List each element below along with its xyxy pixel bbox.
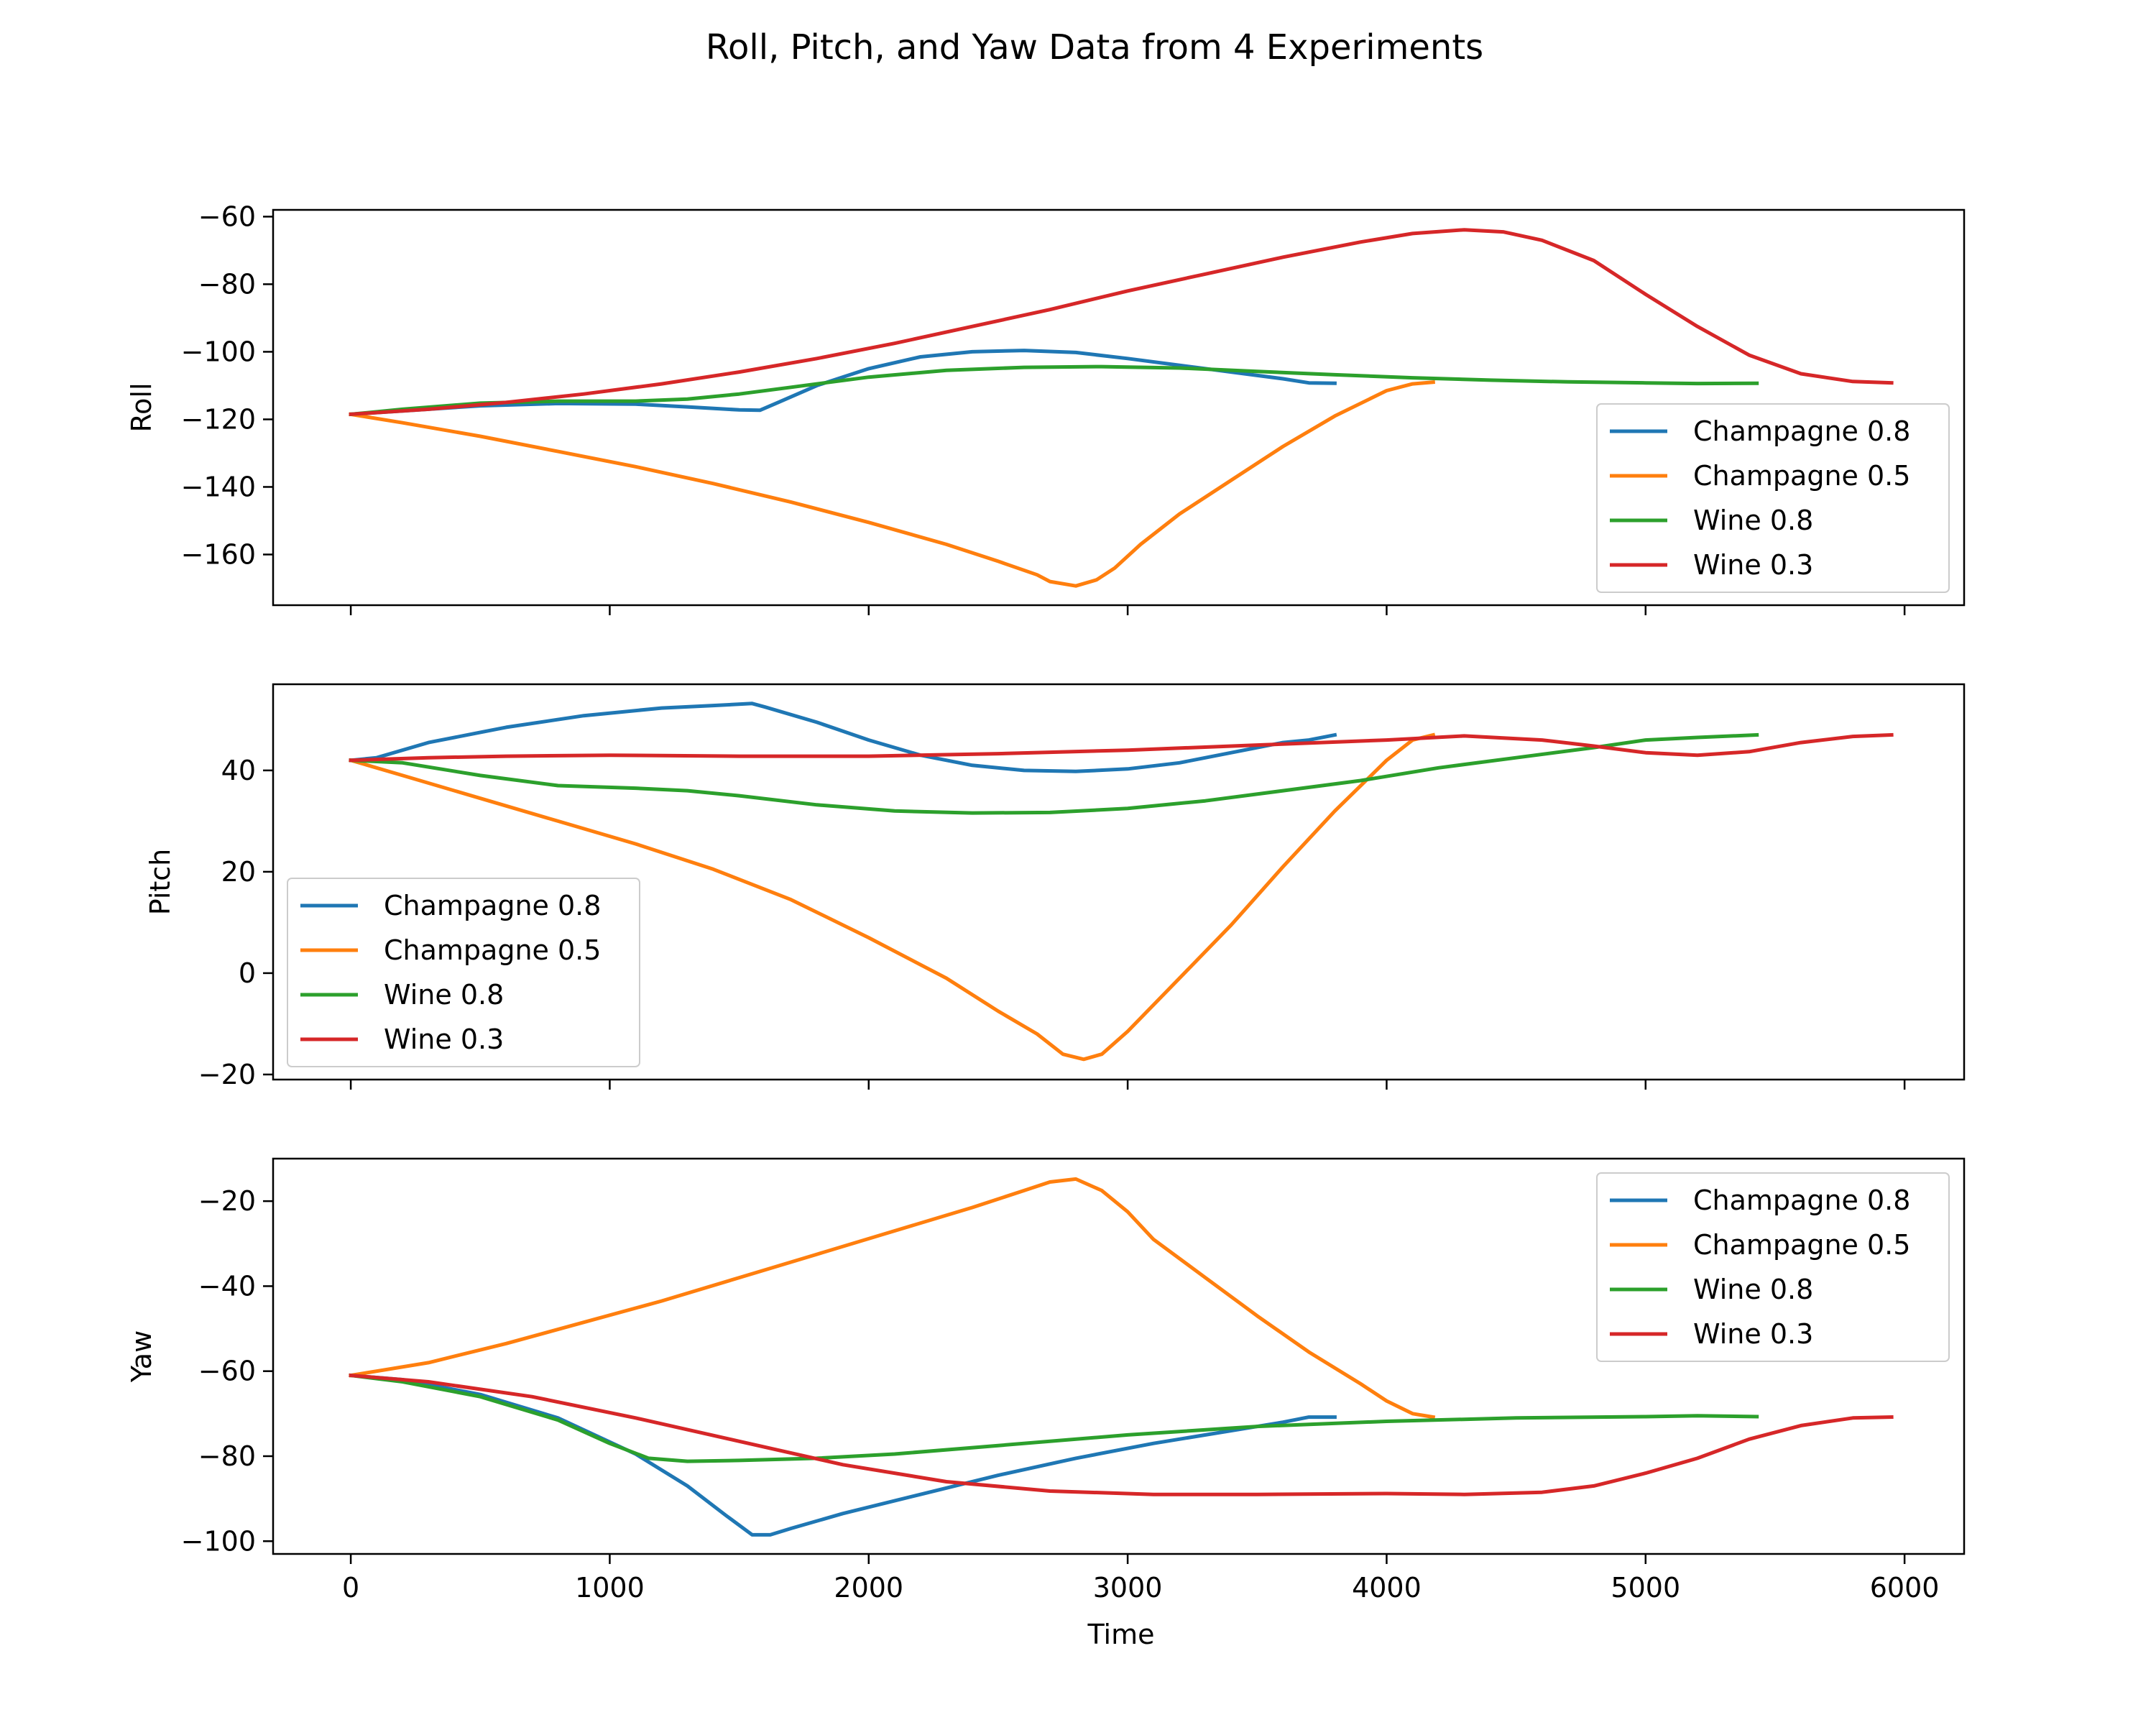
series-line-wine-0-8 — [349, 1373, 1759, 1463]
x-tick-label: 0 — [342, 1572, 359, 1604]
y-axis-label: Yaw — [126, 1330, 157, 1383]
legend-entry-label: Wine 0.3 — [1693, 1318, 1813, 1350]
series-line-champagne-0-5 — [348, 732, 1436, 1062]
x-tick-label: 1000 — [575, 1572, 645, 1604]
series-line-champagne-0-5 — [349, 1177, 1436, 1420]
legend: Champagne 0.8 Champagne 0.5 Wine 0.8 Wine 0… — [1596, 403, 1950, 593]
legend-entry-label: Champagne 0.5 — [1693, 1229, 1910, 1261]
legend-entry-label: Wine 0.8 — [1693, 1274, 1813, 1305]
y-tick-label: −100 — [181, 1525, 256, 1557]
series-line-wine-0-3 — [349, 228, 1894, 417]
y-tick-label: −80 — [198, 1440, 256, 1472]
legend-box — [287, 878, 640, 1067]
legend-entry-label: Champagne 0.8 — [1693, 1184, 1910, 1216]
legend-box — [1596, 1172, 1950, 1362]
series-line-champagne-0-8 — [349, 1373, 1337, 1537]
legend: Champagne 0.8 Champagne 0.5 Wine 0.8 Wine 0… — [287, 878, 640, 1067]
legend: Champagne 0.8 Champagne 0.5 Wine 0.8 Wine 0… — [1596, 1172, 1950, 1362]
y-tick-label: −80 — [198, 268, 256, 300]
y-tick-label: −20 — [198, 1185, 256, 1217]
y-tick-label: 20 — [221, 856, 256, 888]
series-line-champagne-0-5 — [349, 380, 1435, 588]
series-line-wine-0-8 — [349, 732, 1759, 815]
x-tick-label: 2000 — [834, 1572, 903, 1604]
legend-entry-label: Champagne 0.5 — [1693, 460, 1910, 492]
y-tick-label: 40 — [221, 755, 256, 786]
y-tick-label: −140 — [181, 471, 256, 502]
y-tick-label: −40 — [198, 1270, 256, 1302]
x-tick-label: 6000 — [1870, 1572, 1940, 1604]
y-axis-label: Roll — [126, 382, 157, 432]
y-tick-label: −120 — [181, 403, 256, 435]
legend-entry-label: Wine 0.3 — [1693, 549, 1813, 581]
legend-entry-label: Champagne 0.5 — [384, 934, 601, 966]
legend-entry-label: Wine 0.8 — [384, 979, 504, 1011]
series-group — [348, 702, 1894, 1062]
y-tick-label: −20 — [198, 1059, 256, 1090]
y-tick-label: 0 — [239, 957, 256, 989]
y-tick-label: −60 — [198, 201, 256, 232]
series-line-wine-0-3 — [349, 732, 1894, 763]
figure-title: Roll, Pitch, and Yaw Data from 4 Experim… — [706, 27, 1483, 68]
axes-frame — [272, 683, 1966, 1081]
y-tick-label: −60 — [198, 1356, 256, 1387]
series-line-wine-0-8 — [349, 364, 1759, 417]
series-line-wine-0-3 — [349, 1373, 1894, 1496]
x-tick-label: 4000 — [1352, 1572, 1422, 1604]
y-tick-label: −100 — [181, 336, 256, 367]
legend-box — [1596, 403, 1950, 593]
legend-entry-label: Champagne 0.8 — [384, 890, 601, 921]
series-group — [349, 1177, 1894, 1537]
axes-frame — [272, 1157, 1966, 1555]
x-axis-label: Time — [1087, 1619, 1155, 1650]
subplot-yaw: 0 1000 2000 3000 4000 5000 6000 −20 −40 −60 −80 −10… — [126, 1157, 1966, 1604]
x-tick-label: 5000 — [1611, 1572, 1680, 1604]
x-tick-label: 3000 — [1093, 1572, 1163, 1604]
axes-frame — [272, 208, 1966, 607]
series-line-champagne-0-8 — [349, 702, 1337, 773]
y-axis-label: Pitch — [144, 849, 176, 916]
y-tick-label: −160 — [181, 538, 256, 570]
legend-entry-label: Champagne 0.8 — [1693, 415, 1910, 447]
legend-entry-label: Wine 0.3 — [384, 1024, 504, 1055]
subplot-pitch: 40 20 0 −20 Pitch Champagne 0.8 Champagne 0.5 W… — [144, 683, 1966, 1090]
legend-entry-label: Wine 0.8 — [1693, 505, 1813, 536]
series-group — [349, 228, 1894, 588]
